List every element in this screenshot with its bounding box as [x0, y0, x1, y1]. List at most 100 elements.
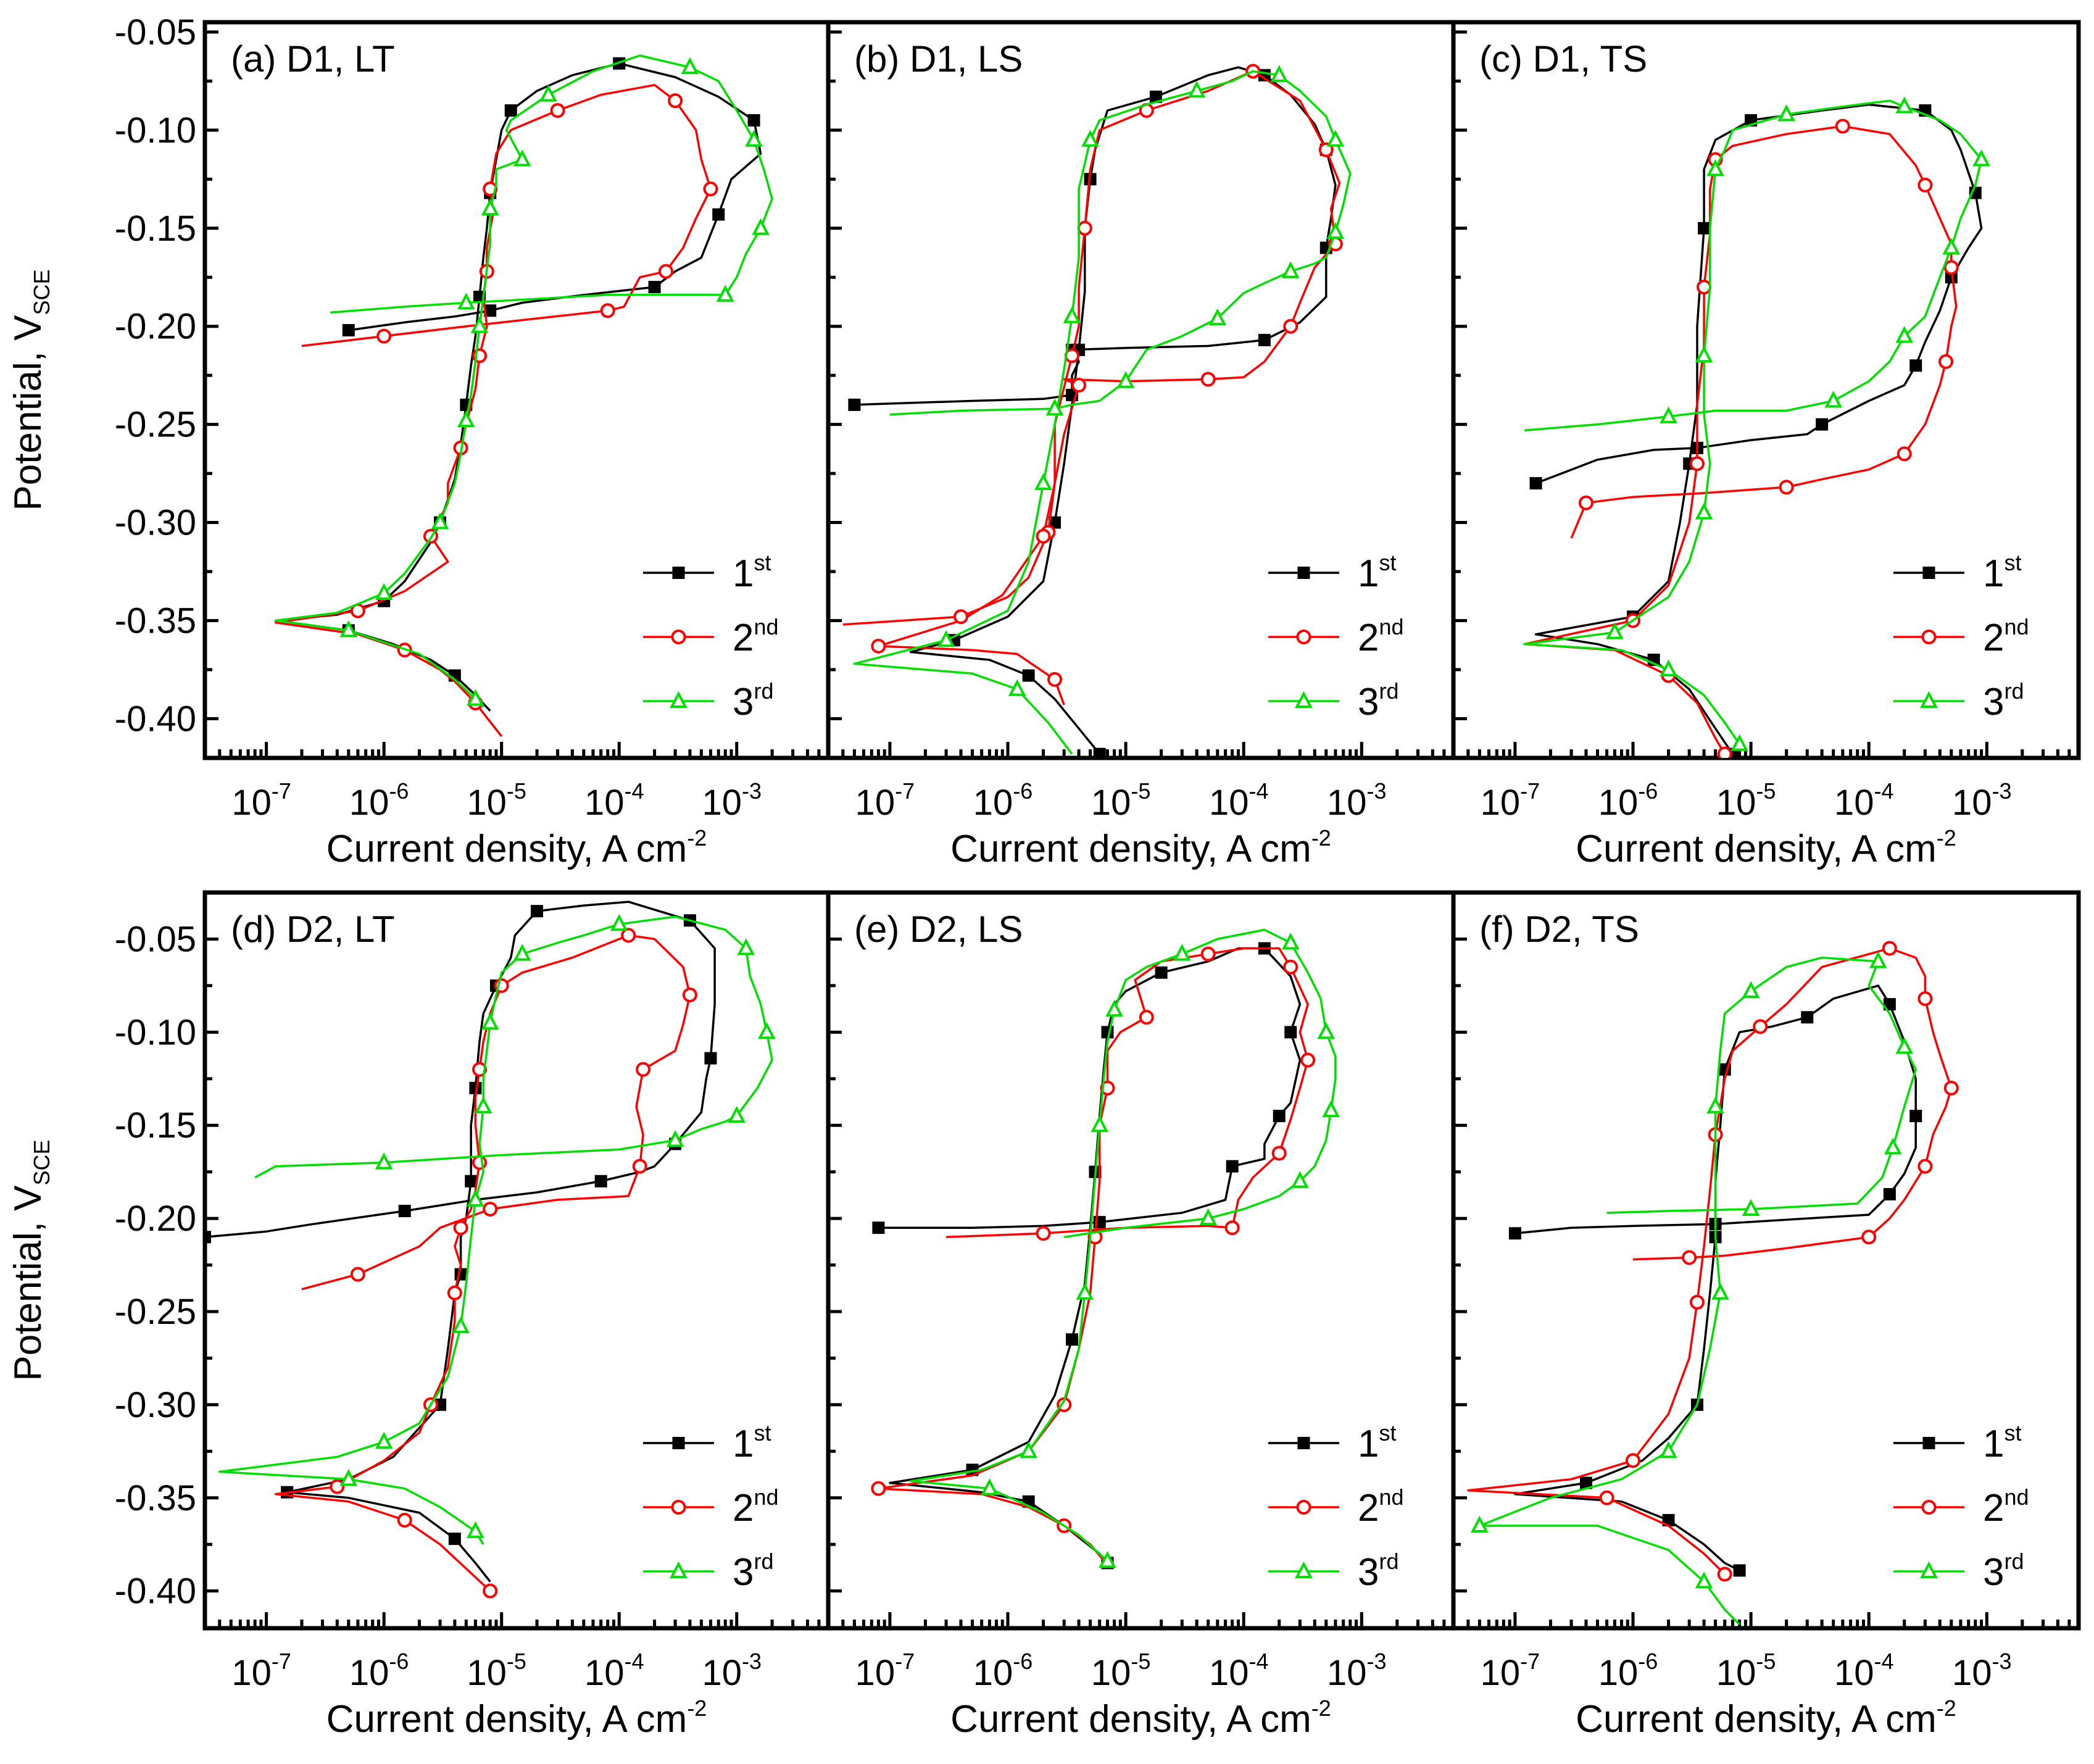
legend-label-base: 1: [733, 1423, 754, 1465]
data-point: [1897, 446, 1912, 462]
x-tick-label: 10-6: [973, 1649, 1033, 1693]
legend-label-base: 1: [1358, 552, 1379, 595]
data-point: [1326, 222, 1345, 239]
x-tick-label-sup: -7: [895, 778, 915, 804]
x-tick-label-sup: -3: [742, 778, 762, 804]
data-point: [659, 264, 674, 279]
data-point: [1717, 1566, 1732, 1582]
x-axis-label: Current density, A cm-2: [326, 1695, 707, 1741]
x-tick-label-sup: -7: [895, 1649, 915, 1674]
series-line: [842, 70, 1341, 705]
x-tick-label: 10-5: [1091, 1649, 1151, 1693]
data-point: [681, 57, 699, 75]
data-point: [375, 1431, 393, 1449]
data-point: [1861, 1229, 1877, 1245]
legend-label-sup: nd: [1379, 614, 1403, 639]
data-point: [1270, 65, 1289, 82]
legend-label-base: 3: [1983, 1551, 2004, 1594]
legend-label: 3rd: [1358, 1549, 1399, 1594]
x-axis-label-sup: -2: [1937, 1695, 1956, 1721]
data-point: [632, 1159, 647, 1174]
data-point: [1034, 473, 1052, 490]
x-tick-label: 10-3: [1327, 1649, 1387, 1693]
data-point: [1824, 391, 1842, 408]
x-axis-label: Current density, A cm-2: [950, 825, 1331, 870]
x-tick-label-base: 10: [1598, 1653, 1639, 1693]
y-axis-label: Potential, VSCE: [7, 269, 54, 510]
x-tick-label-sup: -3: [742, 1649, 762, 1674]
x-axis-label: Current density, A cm-2: [326, 825, 707, 870]
x-tick-label-sup: -3: [1992, 778, 2012, 804]
data-point: [342, 324, 355, 337]
x-tick-label-sup: -4: [1249, 778, 1268, 804]
x-tick-label-base: 10: [1209, 1653, 1249, 1693]
x-tick-label: 10-4: [1209, 778, 1269, 823]
data-point: [703, 181, 718, 197]
x-tick-label: 10-3: [1327, 778, 1387, 823]
legend: 1st 2nd 3rd: [643, 550, 779, 723]
data-point: [1711, 1283, 1729, 1300]
data-point: [431, 512, 449, 530]
x-tick-label-sup: -6: [1013, 778, 1032, 804]
series-3rd: [1471, 951, 1917, 1626]
x-tick-label: 10-7: [231, 1649, 291, 1693]
data-point: [668, 93, 683, 109]
data-point: [648, 281, 661, 294]
data-point: [1869, 951, 1887, 968]
x-tick-label: 10-4: [1209, 1649, 1269, 1693]
x-tick-label-sup: -6: [1638, 778, 1658, 804]
legend-label: 3rd: [733, 678, 774, 723]
data-point: [1895, 326, 1914, 343]
data-point: [1071, 378, 1087, 393]
data-point: [1578, 495, 1593, 510]
data-point: [712, 208, 725, 221]
data-point: [1730, 734, 1748, 751]
x-tick-label-sup: -6: [1638, 1649, 1658, 1674]
data-point: [1300, 1052, 1316, 1068]
data-point: [1682, 1250, 1697, 1265]
x-tick-label-base: 10: [1327, 1653, 1367, 1693]
data-point: [1660, 406, 1677, 423]
data-point: [1895, 96, 1914, 114]
legend: 1st 2nd 3rd: [1268, 550, 1404, 723]
data-point: [1471, 1515, 1489, 1533]
x-tick-label-base: 10: [1091, 783, 1131, 823]
data-point: [205, 1231, 211, 1244]
legend-label-sup: st: [2004, 1420, 2021, 1446]
data-point: [1022, 669, 1035, 682]
x-tick-label: 10-7: [855, 1649, 915, 1693]
data-point: [1076, 1283, 1094, 1300]
x-tick-label-base: 10: [584, 1653, 625, 1693]
data-point: [848, 398, 861, 411]
data-point: [621, 928, 636, 943]
legend-label-base: 1: [733, 552, 754, 595]
x-tick-label-base: 10: [349, 1653, 389, 1693]
x-tick-label-base: 10: [1598, 783, 1639, 823]
x-tick-label-base: 10: [231, 1653, 272, 1693]
data-point: [375, 1152, 393, 1170]
data-point: [1938, 354, 1954, 369]
panel-1: 10-7 10-6 10-5 10-4 10-3-0.05-0.10-0.15-0.20…: [115, 12, 831, 870]
x-tick-label-sup: -4: [624, 1649, 644, 1674]
data-point: [1155, 966, 1168, 979]
data-point: [457, 410, 475, 428]
data-point: [737, 938, 755, 955]
legend-label: 2nd: [1983, 1484, 2029, 1529]
legend-label-sup: rd: [2004, 678, 2024, 704]
legend-marker: [1297, 567, 1310, 579]
data-point: [1258, 333, 1271, 346]
data-point: [339, 620, 358, 638]
legend-marker: [1296, 1500, 1311, 1515]
x-tick-label-base: 10: [467, 1653, 507, 1693]
data-point: [1917, 177, 1933, 193]
x-tick-label-sup: -3: [1992, 1649, 2012, 1674]
data-point: [1187, 80, 1206, 98]
data-point: [1317, 1022, 1336, 1039]
x-axis-label: Current density, A cm-2: [1576, 825, 1956, 870]
y-axis-label: Potential, VSCE: [7, 1139, 54, 1381]
legend: 1st 2nd 3rd: [1893, 1420, 2029, 1594]
data-point: [1943, 1080, 1959, 1096]
series-line: [877, 947, 1309, 1566]
